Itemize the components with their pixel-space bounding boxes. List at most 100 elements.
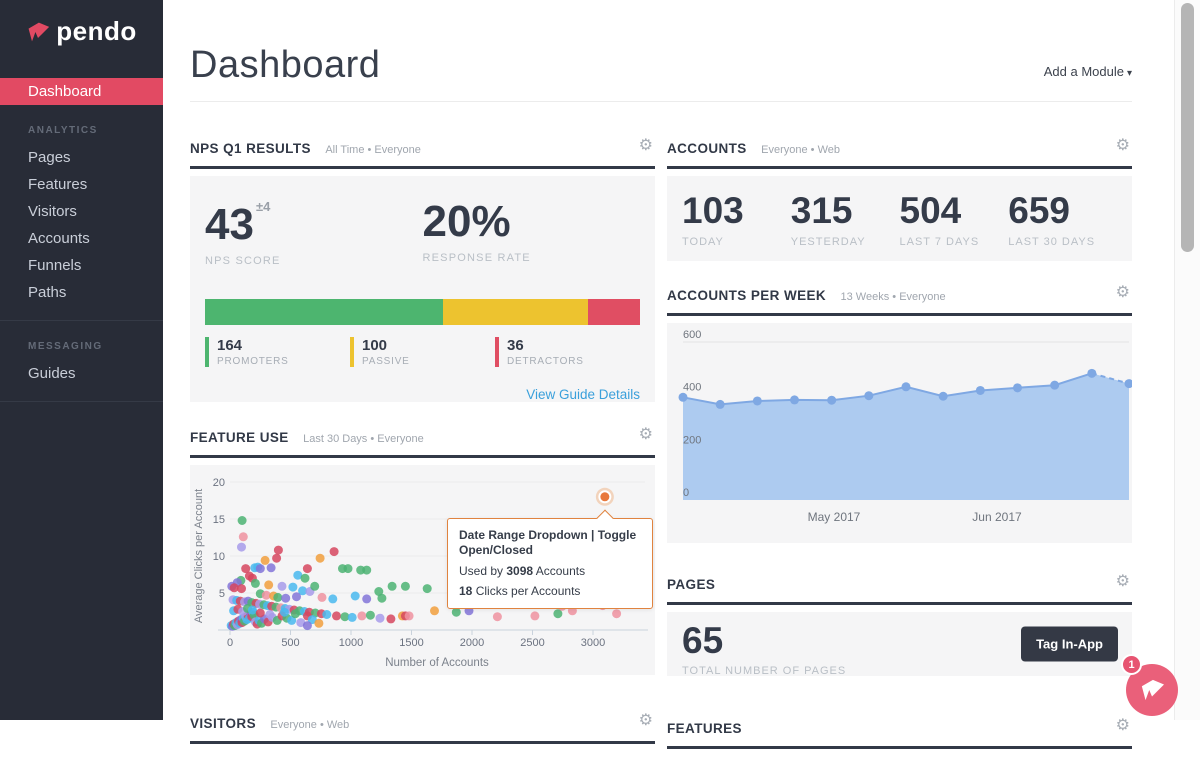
sidebar-item-funnels[interactable]: Funnels	[28, 257, 82, 274]
accounts-stat: 103 TODAY	[682, 192, 791, 261]
stat-value: 504	[899, 190, 962, 231]
add-a-module-button[interactable]: Add a Module ▾	[1043, 64, 1132, 79]
tooltip-used-by: Used by 3098 Accounts	[459, 564, 586, 578]
module-pages: PAGES ⚙ 65 TOTAL NUMBER OF PAGES Tag In-…	[667, 573, 1132, 677]
sidebar-item-visitors[interactable]: Visitors	[28, 203, 77, 220]
svg-text:600: 600	[683, 329, 701, 341]
tooltip-clicks: 18 Clicks per Accounts	[459, 584, 581, 598]
gear-icon[interactable]: ⚙	[638, 137, 653, 154]
svg-text:20: 20	[213, 477, 225, 489]
stat-label: LAST 7 DAYS	[899, 236, 980, 248]
sidebar-item-features[interactable]: Features	[28, 176, 88, 193]
module-title: PAGES	[667, 577, 716, 592]
pendo-flag-icon	[1141, 679, 1164, 701]
stat-value: 315	[790, 190, 853, 231]
sidebar-item-dashboard[interactable]: Dashboard	[0, 78, 163, 105]
gear-icon[interactable]: ⚙	[1115, 573, 1130, 590]
module-feature-use: FEATURE USE Last 30 Days • Everyone ⚙ 5 1…	[190, 426, 655, 675]
nps-legend-promoters: 164 PROMOTERS	[205, 337, 350, 367]
sidebar-item-pages[interactable]: Pages	[28, 149, 71, 166]
scrollbar-track[interactable]	[1174, 0, 1200, 720]
module-title: VISITORS	[190, 716, 256, 731]
module-title: FEATURES	[667, 721, 742, 736]
page-header: Dashboard Add a Module ▾	[190, 44, 1132, 102]
module-title: NPS Q1 RESULTS	[190, 141, 311, 156]
feature-tooltip: Date Range Dropdown | Toggle Open/Closed…	[447, 509, 653, 609]
svg-text:0: 0	[227, 637, 233, 649]
accounts-stats-card: 103 TODAY 315 YESTERDAY 504 LAST 7 DAYS 659 LAS…	[667, 176, 1132, 261]
sidebar-section-label: MESSAGING	[28, 341, 103, 352]
module-filters: Last 30 Days • Everyone	[303, 433, 424, 445]
sidebar-item-accounts[interactable]: Accounts	[28, 230, 90, 247]
response-rate-stat: 20% RESPONSE RATE	[422, 197, 531, 265]
module-title: ACCOUNTS	[667, 141, 747, 156]
nps-card: 43 ±4 NPS SCORE 20% RESPONSE RATE 164 PROM…	[190, 176, 655, 402]
right-column: ACCOUNTS Everyone • Web ⚙ 103 TODAY 315 YES…	[667, 137, 1134, 776]
module-nps-header: NPS Q1 RESULTS All Time • Everyone ⚙	[190, 137, 655, 169]
module-accounts: ACCOUNTS Everyone • Web ⚙ 103 TODAY 315 YES…	[667, 137, 1132, 261]
module-feature-use-header: FEATURE USE Last 30 Days • Everyone ⚙	[190, 426, 655, 458]
nps-delta: ±4	[255, 199, 271, 214]
svg-text:Jun 2017: Jun 2017	[972, 510, 1022, 524]
stat-label: YESTERDAY	[790, 236, 866, 248]
svg-text:0: 0	[683, 487, 689, 499]
module-features: FEATURES ⚙	[667, 717, 1132, 749]
gear-icon[interactable]: ⚙	[638, 426, 653, 443]
feature-use-scatter-chart[interactable]: 5 10 15 20 0 500 1000 1500 2000 2500 3000 Average C…	[190, 465, 655, 675]
module-visitors: VISITORS Everyone • Web ⚙	[190, 712, 655, 744]
legend-value: 164	[217, 337, 243, 354]
module-title: FEATURE USE	[190, 430, 289, 445]
pendo-logo-icon	[28, 22, 50, 41]
svg-text:Average Clicks per Account: Average Clicks per Account	[193, 489, 205, 623]
sidebar-section-label: ANALYTICS	[28, 125, 98, 136]
nps-legend-passive: 100 PASSIVE	[350, 337, 495, 367]
tag-in-app-button[interactable]: Tag In-App	[1021, 626, 1118, 662]
legend-label: PASSIVE	[362, 356, 410, 367]
gear-icon[interactable]: ⚙	[1115, 137, 1130, 154]
module-features-header: FEATURES ⚙	[667, 717, 1132, 749]
module-filters: Everyone • Web	[270, 719, 350, 731]
module-apw-header: ACCOUNTS PER WEEK 13 Weeks • Everyone ⚙	[667, 284, 1132, 316]
sidebar-item-paths[interactable]: Paths	[28, 284, 67, 301]
gear-icon[interactable]: ⚙	[1115, 717, 1130, 734]
main-content: Dashboard Add a Module ▾ NPS Q1 RESULTS A…	[163, 0, 1158, 776]
page-title: Dashboard	[190, 44, 381, 86]
nps-stacked-bar	[205, 299, 640, 325]
sidebar-item-guides[interactable]: Guides	[28, 365, 76, 382]
legend-label: PROMOTERS	[217, 356, 289, 367]
scrollbar-thumb[interactable]	[1181, 3, 1194, 252]
svg-text:1500: 1500	[399, 637, 423, 649]
legend-value: 36	[507, 337, 524, 354]
module-filters: Everyone • Web	[761, 144, 841, 156]
legend-label: DETRACTORS	[507, 356, 584, 367]
legend-value: 100	[362, 337, 388, 354]
nps-bar-segment-promoters	[205, 299, 443, 325]
svg-text:1000: 1000	[339, 637, 363, 649]
gear-icon[interactable]: ⚙	[638, 712, 653, 729]
nps-bar-segment-passive	[442, 299, 588, 325]
module-filters: All Time • Everyone	[325, 144, 421, 156]
svg-text:10: 10	[213, 551, 225, 563]
accounts-stat: 504 LAST 7 DAYS	[900, 192, 1009, 261]
module-title: ACCOUNTS PER WEEK	[667, 288, 827, 303]
pages-card: 65 TOTAL NUMBER OF PAGES Tag In-App	[667, 612, 1132, 677]
gear-icon[interactable]: ⚙	[1115, 284, 1130, 301]
nps-bar-segment-detractors	[587, 299, 640, 325]
svg-text:Number of Accounts: Number of Accounts	[385, 657, 489, 669]
svg-text:500: 500	[281, 637, 299, 649]
pendo-logo[interactable]: pendo	[0, 0, 163, 63]
svg-text:2000: 2000	[460, 637, 484, 649]
pendo-chat-fab[interactable]: 1	[1121, 654, 1178, 716]
pages-count: 65	[682, 620, 724, 661]
accounts-stat: 315 YESTERDAY	[791, 192, 900, 261]
svg-text:2500: 2500	[520, 637, 544, 649]
svg-text:400: 400	[683, 382, 701, 394]
feature-use-chart-card: 5 10 15 20 0 500 1000 1500 2000 2500 3000 Average C…	[190, 465, 655, 675]
svg-text:3000: 3000	[581, 637, 605, 649]
module-filters: 13 Weeks • Everyone	[840, 291, 946, 303]
view-guide-details-link[interactable]: View Guide Details	[526, 387, 640, 402]
svg-text:May 2017: May 2017	[808, 510, 861, 524]
notification-badge: 1	[1121, 654, 1142, 675]
sidebar-divider	[0, 401, 163, 402]
accounts-per-week-area-chart[interactable]: 600 400 200 0 May 2017 Jun 2017	[667, 323, 1134, 543]
